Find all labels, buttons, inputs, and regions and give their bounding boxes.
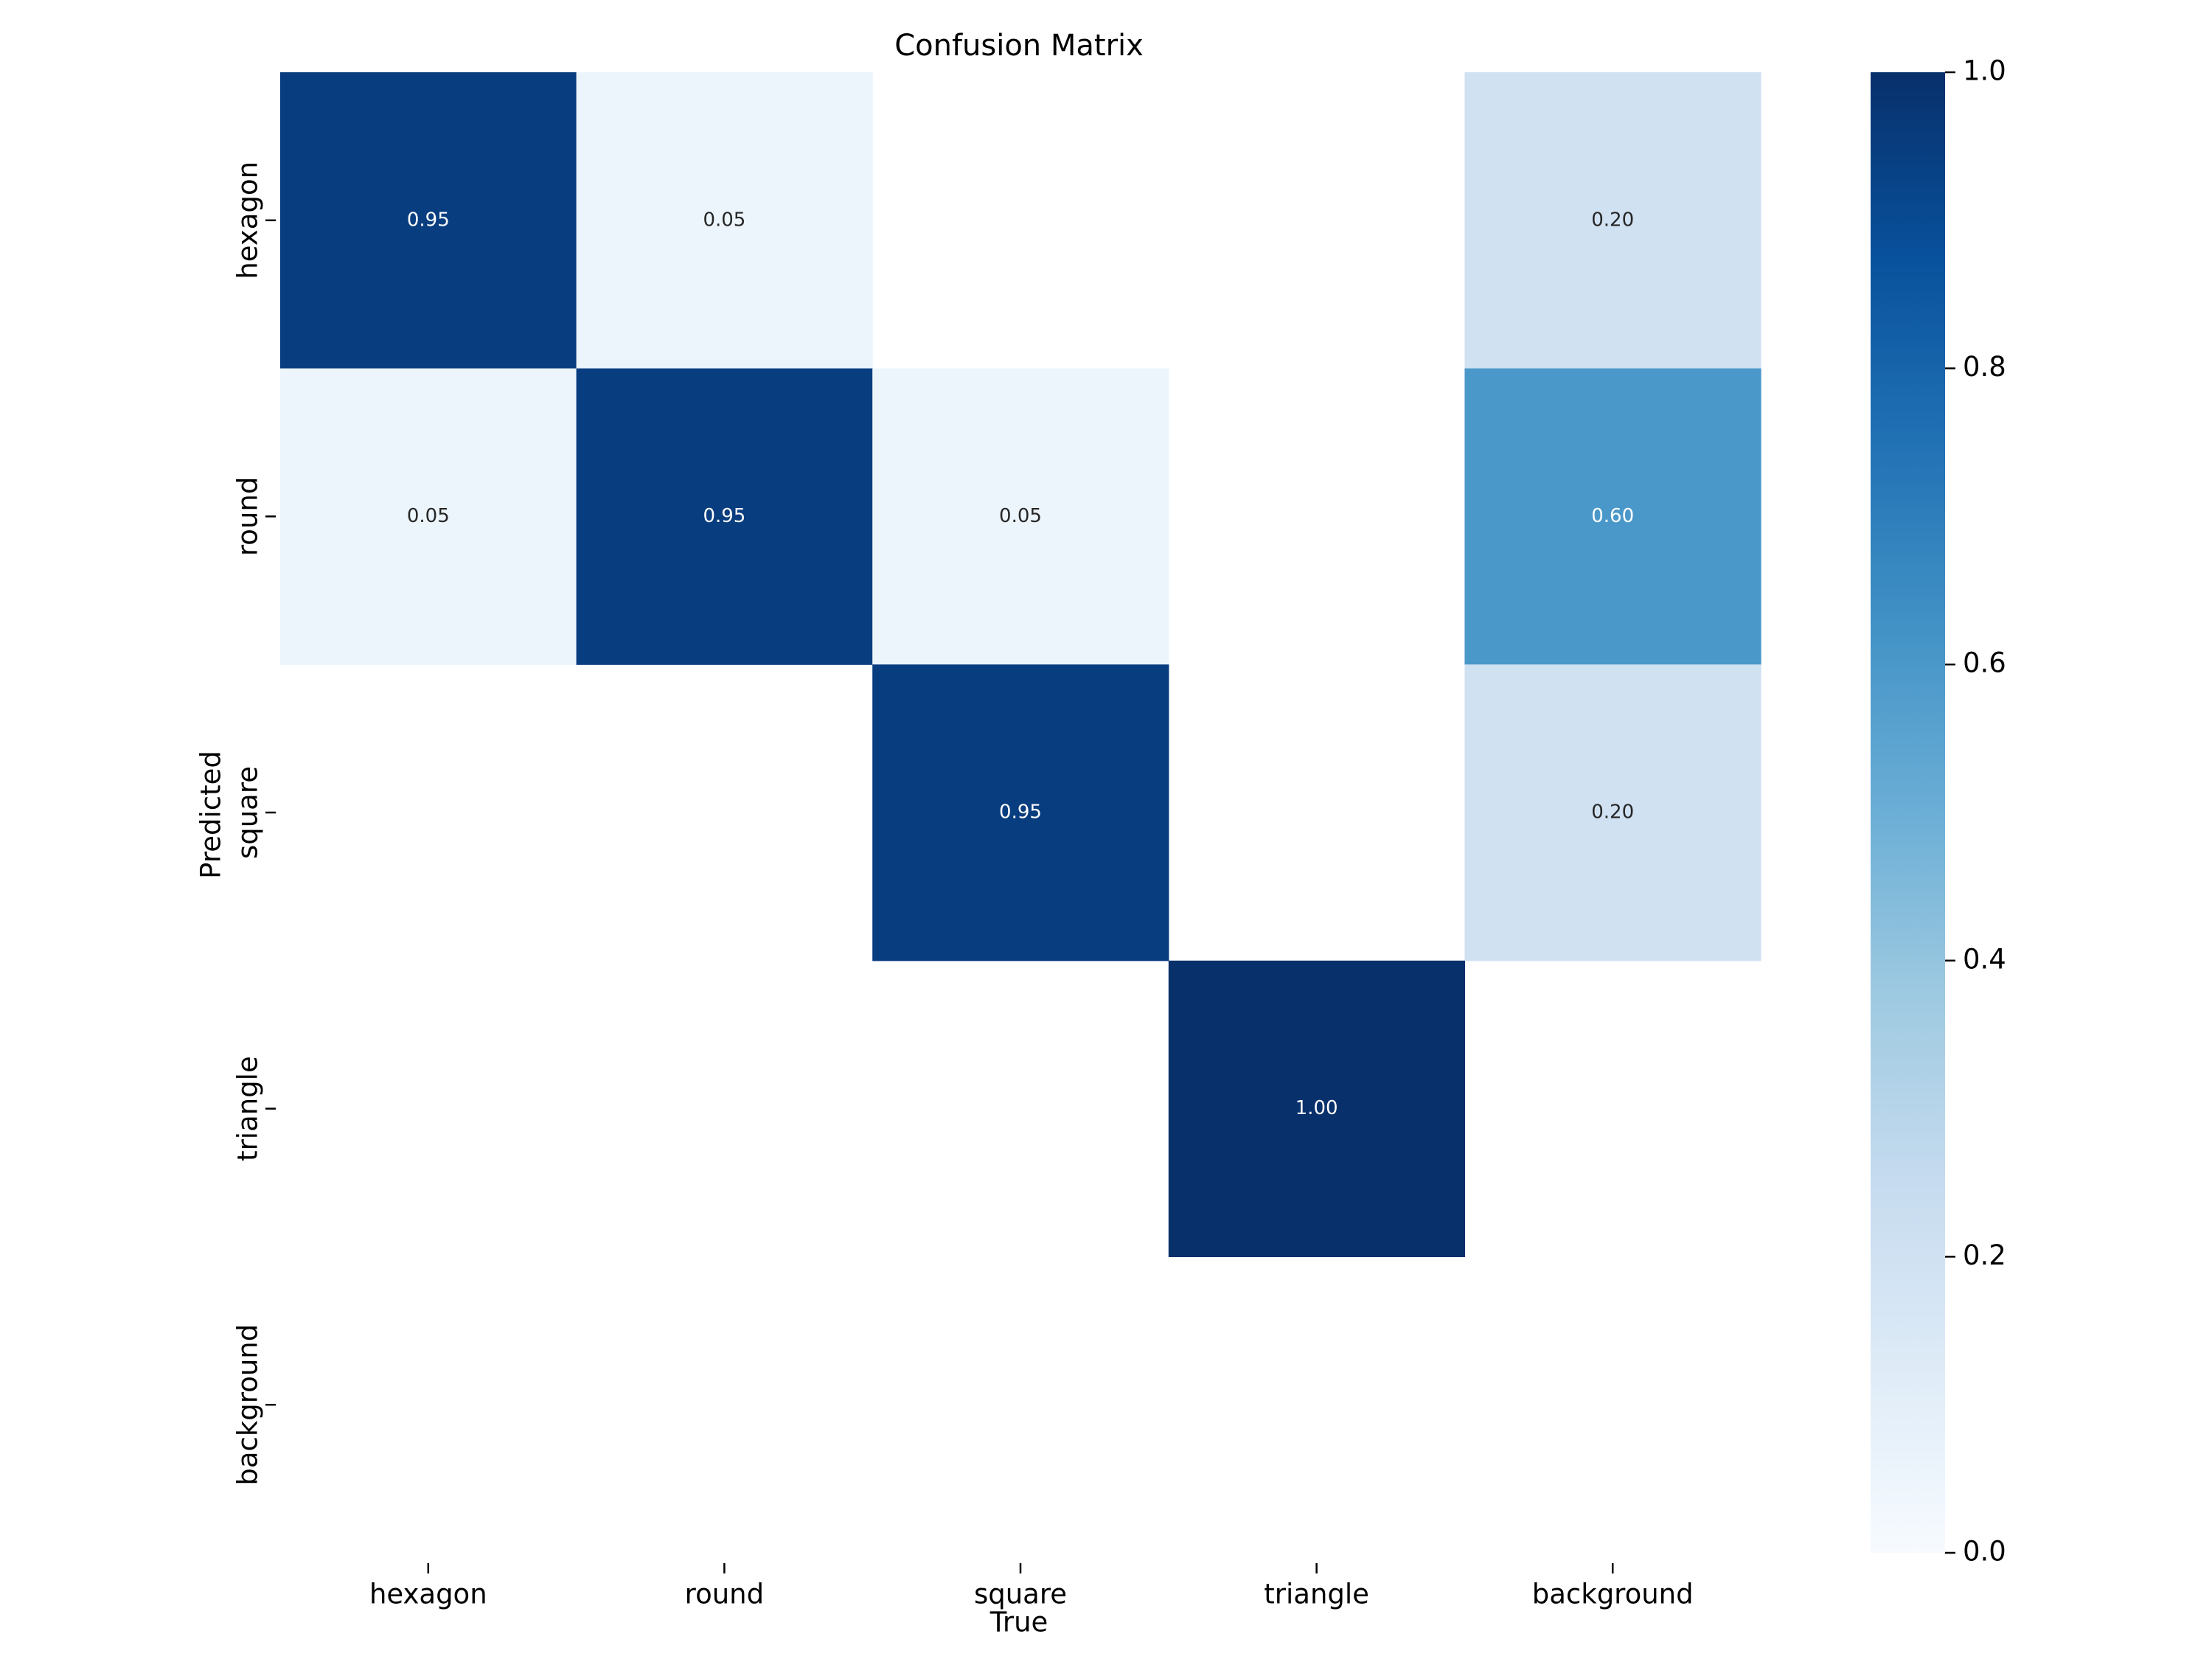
- cell-value-label: 1.00: [1295, 1097, 1338, 1119]
- heatmap-cell: [1464, 664, 1761, 961]
- y-tick-label: hexagon: [232, 161, 264, 279]
- colorbar-tick-label: 0.0: [1963, 1536, 2006, 1568]
- y-tick-label: triangle: [232, 1056, 264, 1161]
- cell-value-label: 0.95: [703, 505, 745, 527]
- heatmap-cell: [1464, 368, 1761, 665]
- y-tick-label: square: [232, 766, 264, 859]
- y-tick-label: round: [232, 477, 264, 556]
- heatmap-cell: [280, 368, 577, 665]
- heatmap-cell: [1168, 960, 1465, 1257]
- heatmap-cell: [280, 72, 577, 369]
- cell-value-label: 0.05: [703, 209, 745, 231]
- colorbar-tick-label: 1.0: [1963, 55, 2006, 87]
- cell-value-label: 0.20: [1591, 209, 1634, 231]
- colorbar-tick-label: 0.6: [1963, 647, 2006, 679]
- cell-value-label: 0.20: [1591, 801, 1634, 824]
- cell-value-label: 0.95: [407, 209, 450, 231]
- heatmap-cell: [872, 664, 1169, 961]
- y-axis-ticks: hexagon round square triangle background: [232, 161, 276, 1486]
- chart-title: Confusion Matrix: [894, 29, 1144, 63]
- x-tick-label: square: [974, 1579, 1067, 1610]
- heatmap-cell: [872, 368, 1169, 665]
- colorbar-tick-label: 0.8: [1963, 351, 2006, 383]
- cell-value-label: 0.05: [999, 505, 1042, 527]
- x-axis-ticks: hexagon round square triangle background: [369, 1563, 1694, 1610]
- cell-value-label: 0.05: [407, 505, 450, 527]
- colorbar-gradient: [1871, 72, 1945, 1553]
- colorbar-tick-label: 0.2: [1963, 1239, 2006, 1271]
- x-tick-label: background: [1532, 1579, 1694, 1610]
- x-tick-label: round: [685, 1579, 764, 1610]
- heatmap-cell: [576, 72, 873, 369]
- y-axis-label: Predicted: [195, 751, 227, 879]
- colorbar: 0.0 0.2 0.4 0.6 0.8 1.0: [1871, 55, 2006, 1568]
- heatmap-cell: [576, 368, 873, 665]
- heatmap-cells: 0.95 0.05 0.20 0.05 0.95 0.05 0.60 0.95 0.20 1.00: [280, 72, 1761, 1257]
- heatmap-cell: [1464, 72, 1761, 369]
- x-axis-label: True: [990, 1607, 1048, 1638]
- cell-value-label: 0.95: [999, 801, 1042, 824]
- cell-value-label: 0.60: [1591, 505, 1634, 527]
- x-tick-label: hexagon: [369, 1579, 487, 1610]
- colorbar-tick-label: 0.4: [1963, 943, 2006, 975]
- y-tick-label: background: [232, 1324, 264, 1486]
- x-tick-label: triangle: [1264, 1579, 1369, 1610]
